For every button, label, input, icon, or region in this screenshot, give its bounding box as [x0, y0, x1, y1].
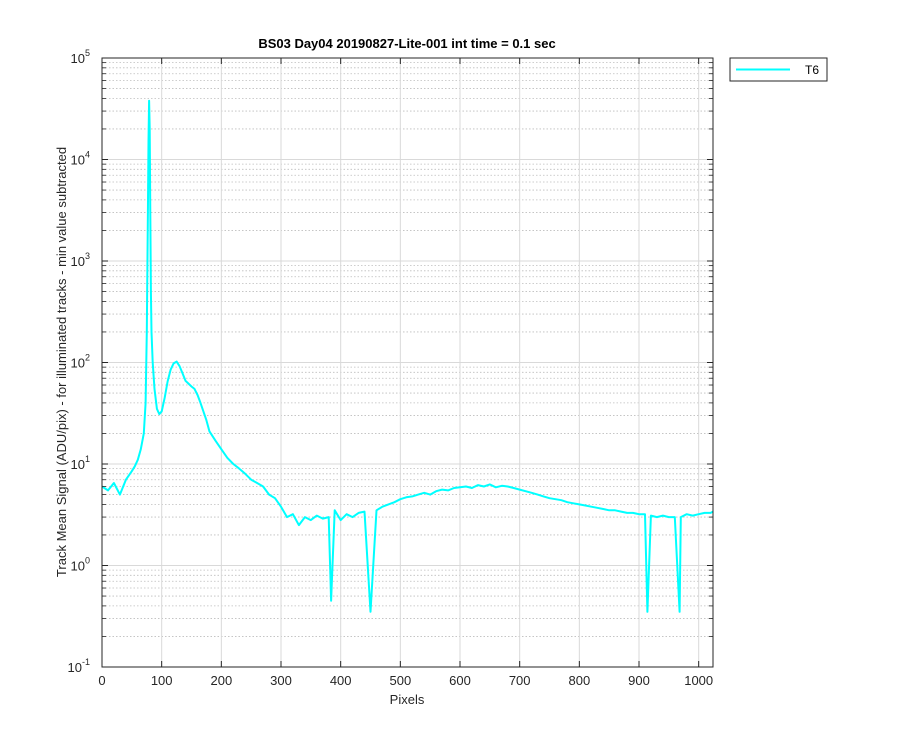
- x-tick-label: 1000: [684, 673, 713, 688]
- tick-marks: [101, 57, 713, 668]
- y-tick-label: 102: [71, 353, 90, 371]
- x-tick-label: 200: [210, 673, 232, 688]
- y-tick-label: 100: [71, 556, 90, 574]
- x-tick-label: 900: [628, 673, 650, 688]
- x-tick-label: 100: [151, 673, 173, 688]
- legend[interactable]: T6: [729, 57, 828, 82]
- y-axis-label: Track Mean Signal (ADU/pix) - for illumi…: [54, 147, 69, 577]
- x-tick-label: 800: [568, 673, 590, 688]
- y-tick-label: 101: [71, 454, 90, 472]
- x-tick-labels: 0 100 200 300 400 500 600 700 800 900 1000: [98, 673, 713, 688]
- minor-grid: [102, 62, 713, 637]
- y-tick-label: 105: [71, 48, 90, 66]
- series-line-t6: [101, 99, 714, 613]
- y-tick-label: 103: [71, 251, 90, 269]
- chart-title: BS03 Day04 20190827-Lite-001 int time = …: [258, 36, 555, 51]
- x-axis-label: Pixels: [390, 692, 425, 707]
- series-layer: [101, 99, 714, 613]
- y-tick-labels: 10-1 100 101 102 103 104 105: [68, 48, 90, 675]
- y-tick-label: 10-1: [68, 657, 90, 675]
- x-tick-label: 600: [449, 673, 471, 688]
- x-tick-label: 700: [509, 673, 531, 688]
- legend-label: T6: [805, 63, 819, 77]
- x-tick-label: 400: [330, 673, 352, 688]
- x-tick-label: 0: [98, 673, 105, 688]
- y-tick-label: 104: [71, 150, 90, 168]
- x-tick-label: 500: [389, 673, 411, 688]
- x-tick-label: 300: [270, 673, 292, 688]
